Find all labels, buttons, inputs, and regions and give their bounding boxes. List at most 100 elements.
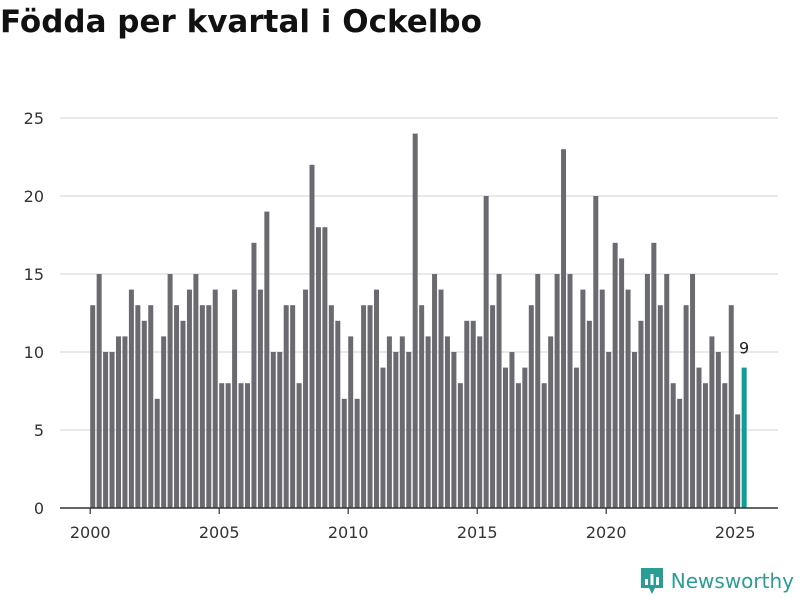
bar	[348, 336, 354, 508]
bar	[477, 336, 483, 508]
bar	[374, 289, 379, 508]
x-tick-label: 2010	[328, 523, 369, 542]
bar	[219, 383, 225, 508]
bar	[193, 274, 199, 508]
x-axis: 2000 2005 2010 2015 2020 2025	[60, 507, 778, 542]
y-tick-label: 10	[24, 343, 44, 362]
bar	[128, 289, 134, 508]
bar	[567, 274, 573, 508]
brand-name: Newsworthy	[670, 569, 794, 593]
bar-highlight	[741, 367, 747, 508]
bar	[264, 211, 270, 508]
bar	[90, 305, 96, 508]
bar	[580, 289, 586, 508]
bar	[522, 367, 528, 508]
bar	[296, 383, 302, 508]
bar	[690, 274, 696, 508]
bar	[670, 383, 676, 508]
bar	[245, 383, 250, 508]
bars	[90, 133, 747, 509]
bar	[225, 383, 231, 508]
bar	[451, 352, 457, 508]
bar	[664, 274, 670, 508]
bar	[322, 227, 328, 508]
bar	[715, 352, 721, 508]
bar	[103, 352, 109, 508]
bar	[341, 398, 347, 508]
chart-title: Födda per kvartal i Ockelbo	[0, 4, 482, 40]
bar	[393, 352, 399, 508]
bar	[457, 383, 463, 508]
bar	[270, 352, 276, 508]
bar	[206, 305, 212, 508]
bar	[290, 305, 296, 508]
bar	[186, 289, 192, 508]
bar	[425, 336, 431, 508]
bar	[599, 289, 605, 508]
bar	[554, 274, 560, 508]
x-tick-label: 2015	[457, 523, 498, 542]
x-tick-label: 2000	[70, 523, 111, 542]
bar	[509, 352, 515, 508]
bar	[96, 274, 102, 508]
y-tick-label: 15	[24, 265, 44, 284]
bar	[361, 305, 367, 508]
y-tick-label: 25	[24, 109, 44, 128]
x-tick-label: 2020	[586, 523, 627, 542]
bar	[141, 320, 147, 508]
bar	[503, 367, 508, 508]
bar	[696, 367, 702, 508]
y-tick-label: 20	[24, 187, 44, 206]
bar	[470, 320, 476, 508]
bar	[735, 414, 741, 508]
bar	[535, 274, 541, 508]
bar	[315, 227, 321, 508]
bar	[380, 367, 386, 508]
bar	[148, 305, 154, 508]
bar	[174, 305, 180, 508]
brand: Newsworthy	[639, 566, 794, 596]
bar	[612, 242, 618, 509]
bar	[444, 336, 450, 508]
bar	[309, 164, 315, 509]
bar	[251, 242, 257, 509]
y-tick-label: 5	[34, 421, 44, 440]
bar	[116, 336, 121, 508]
bar	[154, 398, 160, 508]
bar	[722, 383, 728, 508]
bar	[548, 336, 554, 508]
bar	[167, 274, 173, 508]
bar	[367, 305, 373, 508]
newsworthy-logo-icon	[640, 568, 663, 594]
bar	[728, 305, 734, 508]
bar	[606, 352, 612, 508]
bar	[303, 289, 309, 508]
bar	[490, 305, 496, 508]
bar	[677, 398, 683, 508]
x-tick-label: 2005	[199, 523, 240, 542]
bar	[561, 149, 567, 508]
x-tick-label: 2025	[715, 523, 756, 542]
bar	[541, 383, 547, 508]
bar	[238, 383, 244, 508]
bar	[683, 305, 689, 508]
bar	[199, 305, 205, 508]
bar	[386, 336, 392, 508]
bar	[232, 289, 238, 508]
bar	[419, 305, 425, 508]
bar	[496, 274, 502, 508]
bar	[335, 320, 341, 508]
bar	[632, 352, 637, 508]
bar	[277, 352, 283, 508]
bar	[399, 336, 405, 508]
bar	[573, 367, 579, 508]
bar	[702, 383, 708, 508]
bar	[515, 383, 521, 508]
bar	[528, 305, 534, 508]
bar	[644, 274, 650, 508]
bar	[212, 289, 218, 508]
y-tick-label: 0	[34, 499, 44, 518]
bar	[412, 133, 418, 508]
bar	[432, 274, 438, 508]
